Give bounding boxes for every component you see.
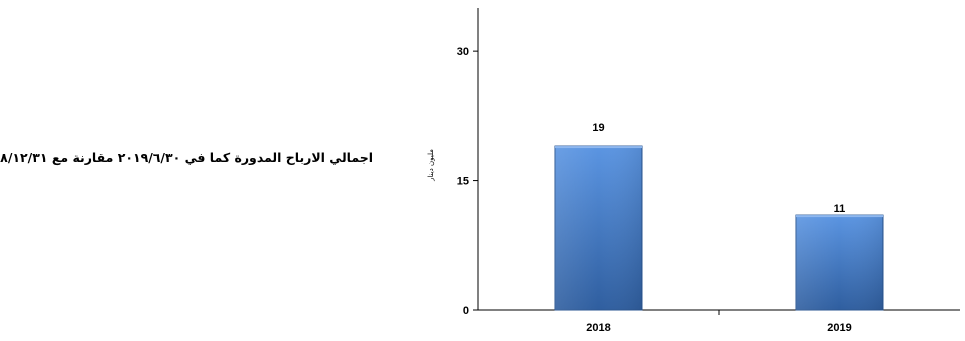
bar-top-highlight-2018	[555, 146, 642, 149]
data-label-2019: 11	[834, 203, 846, 215]
bar-shading-2018	[555, 146, 642, 310]
data-label-2018: 19	[592, 122, 604, 134]
y-axis-title: مليون دينار	[427, 149, 435, 182]
x-tick-label-2018: 2018	[586, 322, 610, 334]
x-axis-labels: 2018 2019	[586, 310, 852, 334]
chart-caption: اجمالي الارباح المدورة كما في ٢٠١٩/٦/٣٠ …	[0, 150, 373, 165]
x-tick-label-2019: 2019	[827, 322, 851, 334]
y-tick-label: 15	[457, 176, 469, 188]
bars-group	[554, 145, 884, 311]
bar-top-highlight-2019	[796, 215, 883, 218]
bar-shading-2019	[796, 215, 883, 310]
y-tick-label: 0	[463, 305, 469, 317]
y-tick-label: 30	[457, 46, 469, 58]
y-axis-ticks: 0 15 30	[457, 46, 478, 317]
